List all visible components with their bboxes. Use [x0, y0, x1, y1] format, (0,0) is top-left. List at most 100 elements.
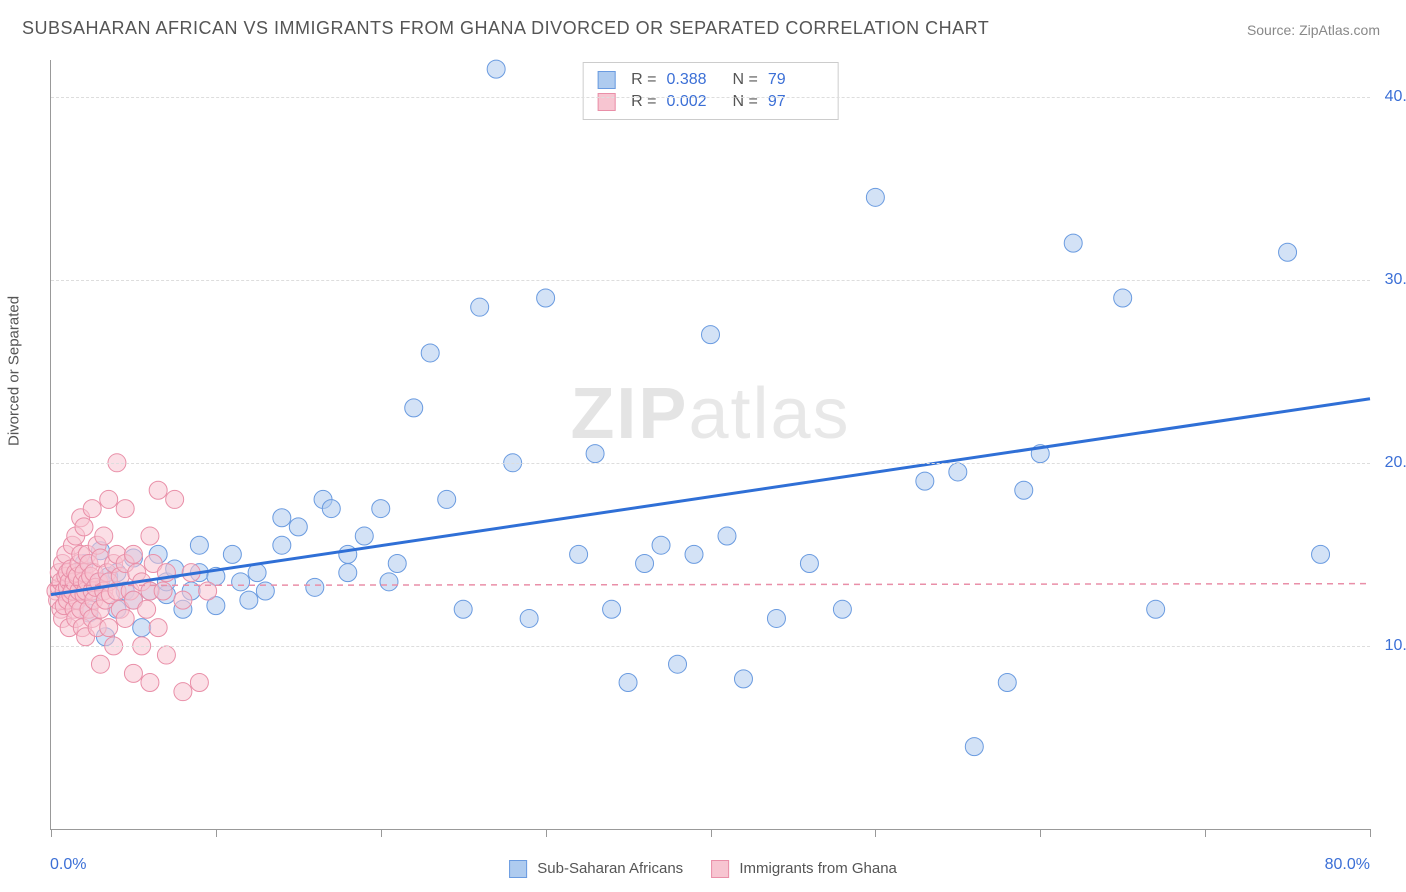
data-point [998, 674, 1016, 692]
data-point [149, 619, 167, 637]
gridline-h [51, 97, 1370, 98]
trend-line [51, 399, 1370, 595]
legend-bottom-label-0: Sub-Saharan Africans [537, 860, 683, 877]
gridline-h [51, 646, 1370, 647]
data-point [454, 600, 472, 618]
x-tick [381, 829, 382, 837]
data-point [138, 600, 156, 618]
data-point [1114, 289, 1132, 307]
x-tick [1040, 829, 1041, 837]
x-tick [216, 829, 217, 837]
data-point [141, 674, 159, 692]
x-tick [1370, 829, 1371, 837]
data-point [124, 545, 142, 563]
x-tick [711, 829, 712, 837]
data-point [124, 664, 142, 682]
data-point [339, 545, 357, 563]
y-axis-label: Divorced or Separated [6, 296, 23, 446]
data-point [702, 326, 720, 344]
data-point [487, 60, 505, 78]
gridline-h [51, 280, 1370, 281]
data-point [380, 573, 398, 591]
data-point [570, 545, 588, 563]
legend-item-1: Immigrants from Ghana [711, 860, 897, 878]
x-axis-min-label: 0.0% [50, 856, 86, 874]
data-point [471, 298, 489, 316]
data-point [718, 527, 736, 545]
chart-title: SUBSAHARAN AFRICAN VS IMMIGRANTS FROM GH… [22, 18, 989, 39]
data-point [133, 619, 151, 637]
x-tick [1205, 829, 1206, 837]
data-point [190, 536, 208, 554]
series-legend: Sub-Saharan Africans Immigrants from Gha… [509, 860, 897, 878]
data-point [734, 670, 752, 688]
data-point [1312, 545, 1330, 563]
data-point [1064, 234, 1082, 252]
data-point [405, 399, 423, 417]
data-point [306, 578, 324, 596]
x-tick [875, 829, 876, 837]
legend-bottom-label-1: Immigrants from Ghana [739, 860, 897, 877]
data-point [322, 500, 340, 518]
data-point [619, 674, 637, 692]
data-point [157, 646, 175, 664]
legend-item-0: Sub-Saharan Africans [509, 860, 683, 878]
data-point [916, 472, 934, 490]
data-point [866, 188, 884, 206]
data-point [421, 344, 439, 362]
y-tick-label: 20.0% [1385, 454, 1406, 472]
data-point [388, 555, 406, 573]
data-point [833, 600, 851, 618]
scatter-svg [51, 60, 1370, 829]
y-tick-label: 10.0% [1385, 637, 1406, 655]
data-point [116, 500, 134, 518]
legend-bottom-swatch-0 [509, 860, 527, 878]
data-point [166, 490, 184, 508]
data-point [438, 490, 456, 508]
data-point [273, 509, 291, 527]
data-point [685, 545, 703, 563]
chart-container: SUBSAHARAN AFRICAN VS IMMIGRANTS FROM GH… [0, 0, 1406, 892]
data-point [965, 738, 983, 756]
gridline-h [51, 463, 1370, 464]
data-point [537, 289, 555, 307]
data-point [100, 619, 118, 637]
data-point [240, 591, 258, 609]
data-point [83, 500, 101, 518]
data-point [520, 609, 538, 627]
data-point [603, 600, 621, 618]
data-point [289, 518, 307, 536]
data-point [1015, 481, 1033, 499]
x-tick [546, 829, 547, 837]
data-point [800, 555, 818, 573]
source-attribution: Source: ZipAtlas.com [1247, 22, 1380, 38]
data-point [1147, 600, 1165, 618]
data-point [91, 655, 109, 673]
data-point [273, 536, 291, 554]
data-point [190, 674, 208, 692]
data-point [141, 527, 159, 545]
data-point [636, 555, 654, 573]
data-point [174, 591, 192, 609]
legend-bottom-swatch-1 [711, 860, 729, 878]
y-tick-label: 40.0% [1385, 88, 1406, 106]
y-tick-label: 30.0% [1385, 271, 1406, 289]
data-point [339, 564, 357, 582]
data-point [116, 609, 134, 627]
data-point [100, 490, 118, 508]
x-tick [51, 829, 52, 837]
data-point [949, 463, 967, 481]
data-point [223, 545, 241, 563]
data-point [355, 527, 373, 545]
data-point [586, 445, 604, 463]
plot-area: ZIPatlas R = 0.388 N = 79 R = 0.002 N = … [50, 60, 1370, 830]
data-point [372, 500, 390, 518]
data-point [95, 527, 113, 545]
data-point [1279, 243, 1297, 261]
data-point [669, 655, 687, 673]
data-point [75, 518, 93, 536]
x-axis-max-label: 80.0% [1325, 856, 1370, 874]
data-point [149, 481, 167, 499]
data-point [652, 536, 670, 554]
data-point [232, 573, 250, 591]
